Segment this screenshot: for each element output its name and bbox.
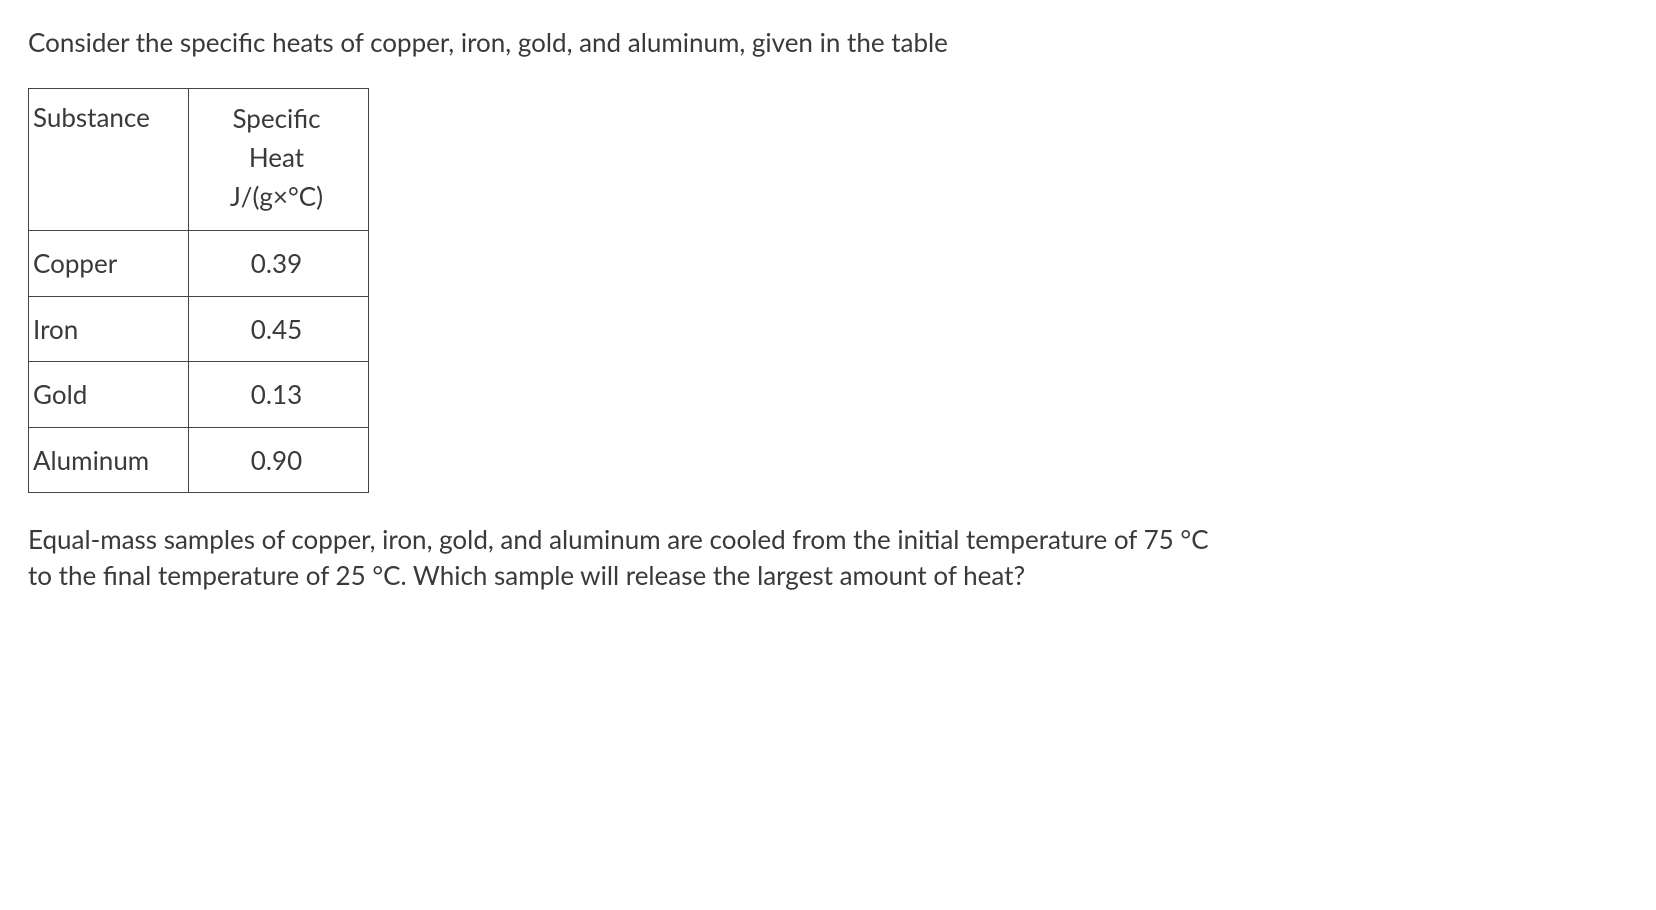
header-heat: Specific Heat J/(g×°C) <box>189 89 369 231</box>
heat-value-cell: 0.45 <box>189 296 369 361</box>
header-substance: Substance <box>29 89 189 231</box>
table-row: Copper 0.39 <box>29 231 369 296</box>
header-heat-line1: Specific <box>232 102 320 134</box>
substance-cell: Aluminum <box>29 427 189 492</box>
substance-cell: Iron <box>29 296 189 361</box>
heat-value-cell: 0.90 <box>189 427 369 492</box>
heat-value-cell: 0.39 <box>189 231 369 296</box>
question-paragraph: Equal-mass samples of copper, iron, gold… <box>28 521 1228 594</box>
table-header-row: Substance Specific Heat J/(g×°C) <box>29 89 369 231</box>
table-row: Gold 0.13 <box>29 362 369 427</box>
specific-heat-table: Substance Specific Heat J/(g×°C) Copper … <box>28 88 369 493</box>
table-row: Aluminum 0.90 <box>29 427 369 492</box>
table-row: Iron 0.45 <box>29 296 369 361</box>
intro-paragraph: Consider the specific heats of copper, i… <box>28 24 1628 60</box>
heat-value-cell: 0.13 <box>189 362 369 427</box>
header-heat-line3: J/(g×°C) <box>230 180 323 212</box>
substance-cell: Copper <box>29 231 189 296</box>
substance-cell: Gold <box>29 362 189 427</box>
header-heat-line2: Heat <box>249 141 304 173</box>
